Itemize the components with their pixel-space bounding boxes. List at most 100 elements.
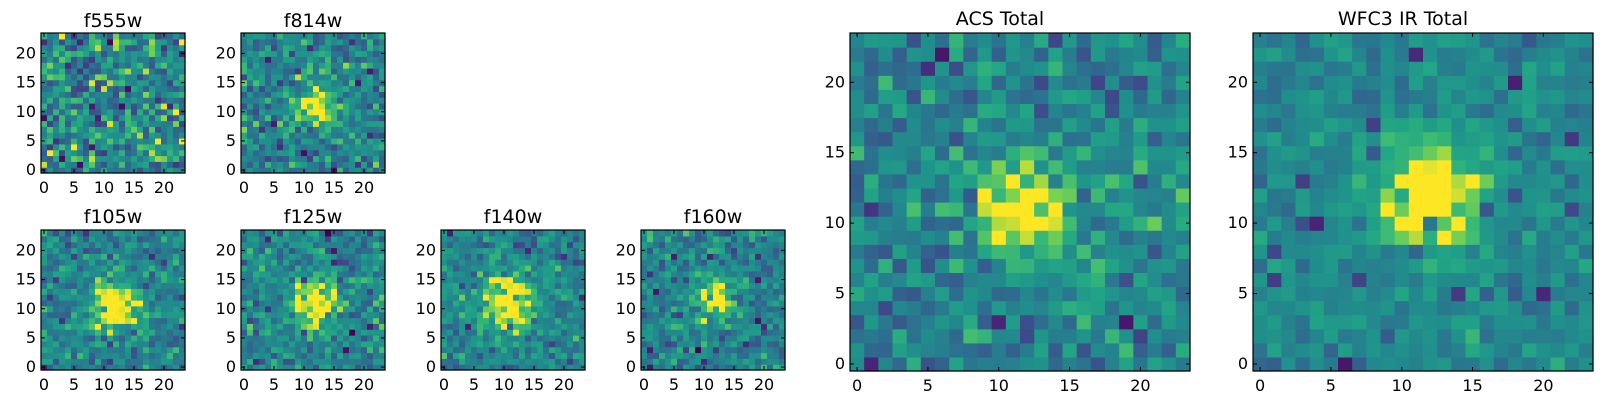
heatmap-cell — [271, 235, 278, 243]
heatmap-cell — [555, 346, 562, 354]
heatmap-cell — [513, 288, 520, 295]
heatmap-cell — [41, 91, 48, 98]
heatmap-cell — [143, 300, 150, 307]
heatmap-cell — [155, 311, 162, 319]
heatmap-cell — [331, 161, 338, 168]
heatmap-cell — [477, 265, 484, 272]
heatmap-cell — [253, 247, 260, 254]
heatmap-cell — [525, 270, 532, 278]
heatmap-cell — [307, 323, 314, 330]
heatmap-cell — [355, 253, 362, 260]
heatmap-cell — [1493, 131, 1509, 147]
heatmap-cell — [325, 38, 332, 46]
heatmap-cell — [253, 108, 260, 116]
heatmap-cell — [107, 155, 114, 162]
heatmap-cell — [1550, 342, 1566, 358]
heatmap-cell — [579, 329, 586, 336]
heatmap-cell — [307, 155, 314, 162]
heatmap-cell — [1281, 272, 1297, 288]
heatmap-cell — [1119, 314, 1134, 330]
heatmap-cell — [241, 288, 248, 295]
heatmap-cell — [83, 352, 90, 359]
heatmap-cell — [113, 230, 120, 237]
heatmap-cell — [125, 44, 132, 52]
heatmap-cell — [95, 253, 102, 260]
heatmap-cell — [1564, 117, 1580, 133]
heatmap-cell — [367, 340, 374, 348]
heatmap-cell — [1281, 131, 1297, 147]
heatmap-cell — [737, 358, 744, 365]
heatmap-cell — [677, 276, 684, 284]
heatmap-cell — [1048, 300, 1064, 316]
heatmap-cell — [567, 364, 574, 371]
heatmap-cell — [259, 300, 266, 307]
heatmap-cell — [301, 149, 308, 157]
heatmap-cell — [277, 132, 284, 139]
heatmap-cell — [259, 126, 266, 133]
heatmap-cell — [265, 38, 272, 46]
heatmap-cell — [53, 305, 60, 313]
heatmap-cell — [977, 356, 993, 372]
heatmap-cell — [465, 364, 472, 371]
heatmap-cell — [1564, 314, 1580, 330]
heatmap-cell — [173, 329, 180, 336]
heatmap-cell — [379, 265, 386, 272]
heatmap-cell — [59, 276, 66, 284]
heatmap-cell — [161, 44, 168, 52]
heatmap-cell — [949, 173, 964, 189]
heatmap-cell — [319, 85, 326, 92]
heatmap-cell — [665, 358, 672, 365]
heatmap-cell — [453, 230, 460, 237]
heatmap-cell — [161, 323, 168, 330]
heatmap-cell — [1133, 314, 1149, 330]
heatmap-cell — [1253, 272, 1268, 288]
heatmap-cell — [671, 294, 678, 301]
heatmap-cell — [743, 323, 750, 330]
heatmap-cell — [41, 73, 48, 81]
heatmap-cell — [89, 241, 96, 249]
heatmap-cell — [659, 346, 666, 354]
heatmap-cell — [271, 335, 278, 342]
heatmap-cell — [59, 323, 66, 330]
heatmap-cell — [143, 126, 150, 133]
heatmap-cell — [71, 335, 78, 342]
heatmap-cell — [935, 230, 950, 245]
heatmap-cell — [161, 138, 168, 145]
heatmap-cell — [319, 340, 326, 348]
heatmap-f160w — [641, 230, 786, 371]
heatmap-cell — [906, 61, 922, 76]
heatmap-cell — [53, 335, 60, 342]
heatmap-cell — [379, 288, 386, 295]
heatmap-cell — [579, 317, 586, 324]
heatmap-cell — [755, 329, 762, 336]
heatmap-cell — [477, 282, 484, 289]
heatmap-cell — [659, 265, 666, 272]
heatmap-cell — [271, 114, 278, 122]
heatmap-cell — [707, 300, 714, 307]
heatmap-cell — [265, 294, 272, 301]
heatmap-cell — [489, 346, 496, 354]
heatmap-cell — [549, 300, 556, 307]
heatmap-cell — [367, 138, 374, 145]
heatmap-cell — [167, 247, 174, 254]
heatmap-cell — [1161, 342, 1177, 358]
heatmap-cell — [531, 282, 538, 289]
heatmap-cell — [89, 73, 96, 81]
heatmap-cell — [737, 276, 744, 284]
heatmap-cell — [301, 335, 308, 342]
y-tick-label: 15 — [1228, 143, 1248, 162]
heatmap-cell — [265, 335, 272, 342]
heatmap-cell — [161, 143, 168, 151]
heatmap-cell — [319, 167, 326, 174]
heatmap-cell — [325, 329, 332, 336]
heatmap-cell — [483, 311, 490, 319]
heatmap-cell — [1295, 89, 1311, 105]
heatmap-cell — [665, 340, 672, 348]
heatmap-cell — [1062, 117, 1078, 133]
heatmap-cell — [1479, 244, 1495, 259]
heatmap-cell — [89, 300, 96, 307]
heatmap-cell — [325, 265, 332, 272]
heatmap-cell — [1147, 328, 1163, 344]
heatmap-cell — [379, 230, 386, 237]
x-tick-label: 10 — [1392, 376, 1412, 395]
